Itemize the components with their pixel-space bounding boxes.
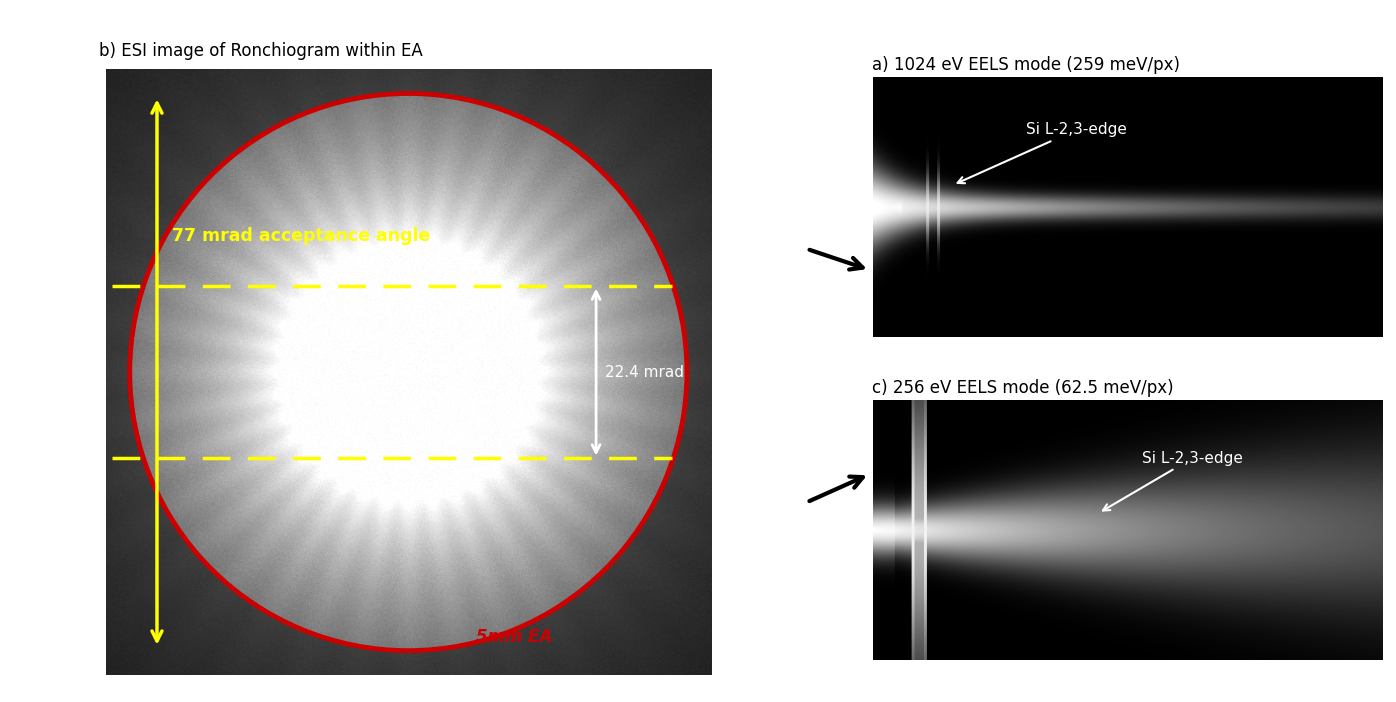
- Text: b) ESI image of Ronchiogram within EA: b) ESI image of Ronchiogram within EA: [99, 42, 423, 60]
- Text: c) 256 eV EELS mode (62.5 meV/px): c) 256 eV EELS mode (62.5 meV/px): [872, 379, 1174, 397]
- Text: 22.4 mrad: 22.4 mrad: [604, 364, 684, 380]
- Text: 5mm EA: 5mm EA: [476, 628, 553, 646]
- Text: a) 1024 eV EELS mode (259 meV/px): a) 1024 eV EELS mode (259 meV/px): [872, 56, 1181, 74]
- Text: Si L-2,3-edge: Si L-2,3-edge: [958, 122, 1127, 183]
- Text: 77 mrad acceptance angle: 77 mrad acceptance angle: [172, 227, 430, 245]
- Text: Si L-2,3-edge: Si L-2,3-edge: [1103, 451, 1242, 510]
